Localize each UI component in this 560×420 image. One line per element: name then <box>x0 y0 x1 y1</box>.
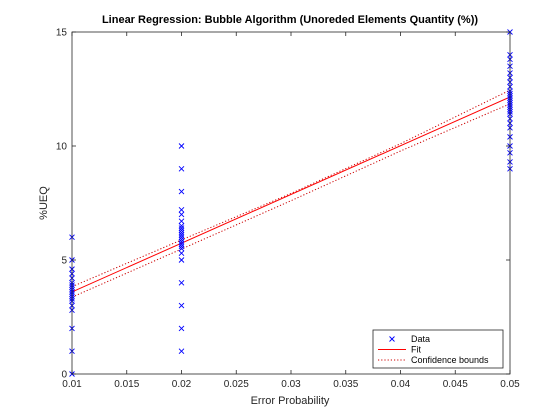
x-tick-label: 0.025 <box>224 379 249 390</box>
fit-line-group <box>71 96 511 293</box>
data-point <box>178 250 185 256</box>
chart-title: Linear Regression: Bubble Algorithm (Uno… <box>102 14 478 26</box>
data-point <box>178 232 185 238</box>
y-tick-label: 10 <box>56 142 68 153</box>
x-axis-ticks: 0.01 0.015 0.02 0.025 0.03 0.035 0.04 0.045 0.05 <box>62 32 520 390</box>
data-point <box>178 211 185 218</box>
data-point <box>178 257 185 263</box>
data-point <box>178 245 185 252</box>
legend-bounds-label: Confidence bounds <box>411 355 489 365</box>
x-tick-label: 0.035 <box>333 379 358 390</box>
data-point <box>178 207 185 213</box>
data-point <box>178 241 185 247</box>
fit-line <box>71 96 511 293</box>
data-point <box>178 243 185 250</box>
x-tick-label: 0.015 <box>114 379 139 390</box>
x-axis-label: Error Probability <box>251 395 330 407</box>
data-point <box>178 143 185 149</box>
plot-area <box>72 32 510 374</box>
data-point <box>178 348 185 355</box>
data-point <box>178 325 185 332</box>
data-point <box>178 165 185 172</box>
x-tick-label: 0.02 <box>172 379 192 390</box>
data-point <box>178 238 185 245</box>
data-point <box>178 227 185 234</box>
x-tick-label: 0.05 <box>500 379 520 390</box>
y-axis-label: %UEQ <box>38 186 50 220</box>
data-point <box>178 218 185 225</box>
x-tick-label: 0.04 <box>391 379 411 390</box>
y-tick-label: 15 <box>56 28 68 39</box>
data-point <box>178 234 185 241</box>
data-point <box>178 229 185 236</box>
y-axis-ticks: 0 5 10 15 <box>56 28 510 381</box>
legend-data-label: Data <box>411 334 430 344</box>
y-tick-label: 5 <box>61 256 67 267</box>
data-point <box>178 302 185 309</box>
data-point <box>178 188 185 195</box>
legend-fit-label: Fit <box>411 345 421 355</box>
legend-data-marker <box>389 336 395 342</box>
x-tick-label: 0.01 <box>62 379 82 390</box>
x-tick-label: 0.045 <box>443 379 468 390</box>
data-point <box>178 225 185 231</box>
data-point <box>178 222 185 229</box>
data-point <box>178 279 185 286</box>
x-tick-label: 0.03 <box>281 379 301 390</box>
y-tick-label: 0 <box>61 370 67 381</box>
data-point <box>178 236 185 243</box>
